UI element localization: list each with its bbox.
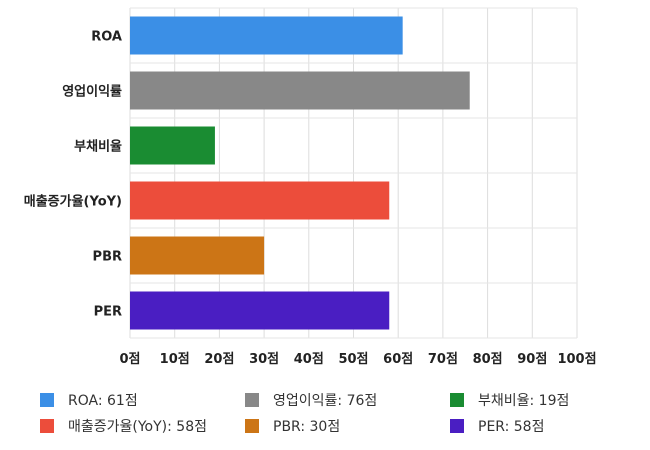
legend-swatch-revenue-growth [40, 419, 54, 433]
legend-item-pbr[interactable]: PBR: 30점 [245, 416, 340, 436]
category-label: 매출증가율(YoY) [24, 194, 122, 210]
category-label: 영업이익률 [62, 84, 122, 100]
bar-chart: 0점 10점 20점 30점 40점 50점 60점 70점 80점 90점 100점 ROA 영업이익… [24, 7, 597, 367]
category-label: PER [94, 305, 122, 320]
x-tick-label: 20점 [204, 352, 234, 367]
x-tick-label: 0점 [119, 352, 140, 367]
x-tick-label: 80점 [473, 352, 503, 367]
x-tick-label: 100점 [557, 352, 596, 367]
legend-label-per: PER: 58점 [478, 419, 545, 435]
category-label: 부채비율 [74, 139, 122, 155]
legend-label-pbr: PBR: 30점 [273, 419, 341, 435]
x-tick-label: 30점 [249, 352, 279, 367]
x-tick-label: 50점 [338, 352, 368, 367]
legend-item-per[interactable]: PER: 58점 [450, 416, 544, 436]
legend-item-revenue-growth[interactable]: 매출증가율(YoY): 58점 [40, 416, 207, 436]
x-tick-label: 40점 [294, 352, 324, 367]
bar [130, 181, 390, 220]
legend-swatch-roa [40, 393, 54, 407]
x-tick-label: 60점 [383, 352, 413, 367]
x-tick-label: 90점 [517, 352, 547, 367]
legend-swatch-debt-ratio [450, 393, 464, 407]
category-label: ROA [91, 30, 122, 45]
legend-swatch-per [450, 419, 464, 433]
legend-label-operating-margin: 영업이익률: 76점 [273, 393, 378, 409]
bar [130, 291, 390, 330]
bar [130, 16, 403, 55]
bar [130, 71, 470, 110]
legend-item-roa[interactable]: ROA: 61점 [40, 390, 138, 410]
legend-item-debt-ratio[interactable]: 부채비율: 19점 [450, 390, 569, 410]
legend-swatch-operating-margin [245, 393, 259, 407]
category-label: PBR [93, 250, 122, 265]
x-tick-label: 70점 [428, 352, 458, 367]
bar [130, 126, 215, 165]
legend-item-operating-margin[interactable]: 영업이익률: 76점 [245, 390, 377, 410]
bar [130, 236, 265, 275]
legend-label-roa: ROA: 61점 [68, 393, 138, 409]
legend-label-debt-ratio: 부채비율: 19점 [478, 393, 570, 409]
legend-label-revenue-growth: 매출증가율(YoY): 58점 [68, 419, 207, 435]
x-tick-label: 10점 [160, 352, 190, 367]
legend-swatch-pbr [245, 419, 259, 433]
